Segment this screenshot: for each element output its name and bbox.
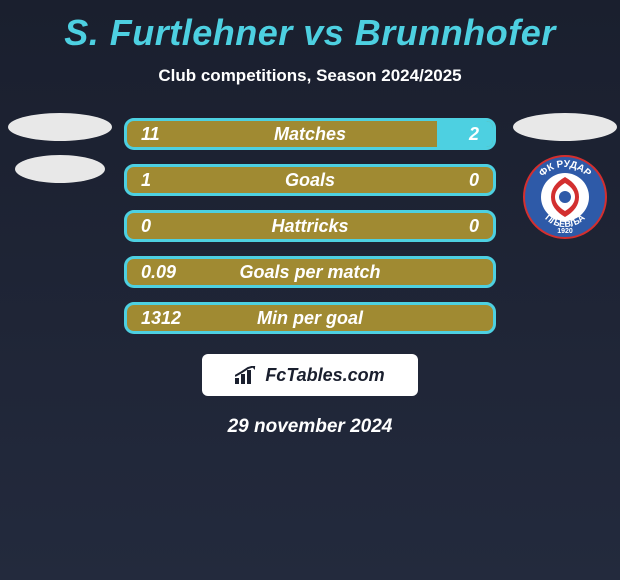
date-line: 29 november 2024 [0,416,620,438]
stat-label: Hattricks [271,216,348,237]
comparison-card: S. Furtlehner vs Brunnhofer Club competi… [0,0,620,438]
branding-text: FcTables.com [265,365,384,386]
stat-bar: 0 Hattricks 0 [124,210,496,242]
stat-bar-inner: 0 Hattricks 0 [127,213,493,239]
player-right-avatar-placeholder [513,113,617,141]
stat-bar-inner: 1 Goals 0 [127,167,493,193]
stat-left-value: 0 [141,216,191,237]
stat-label: Matches [274,124,346,145]
stats-section: ФК РУДАР ПЉЕВЉА 1920 11 Matches 2 1 Goals 0 0 H… [0,118,620,334]
player-right-column: ФК РУДАР ПЉЕВЉА 1920 [510,113,620,239]
player-left-column [5,113,115,183]
stat-bar-inner: 11 Matches 2 [127,121,493,147]
svg-text:1920: 1920 [557,228,573,235]
branding-badge: FcTables.com [202,354,418,396]
stat-label: Goals per match [239,262,380,283]
stat-bar: 1 Goals 0 [124,164,496,196]
stat-left-value: 0.09 [141,262,191,283]
stat-left-value: 1312 [141,308,191,329]
stat-bar: 11 Matches 2 [124,118,496,150]
club-left-badge-placeholder [15,155,105,183]
player-left-avatar-placeholder [8,113,112,141]
subtitle: Club competitions, Season 2024/2025 [0,66,620,86]
page-title: S. Furtlehner vs Brunnhofer [0,12,620,54]
club-badge-icon: ФК РУДАР ПЉЕВЉА 1920 [523,155,607,239]
club-right-badge: ФК РУДАР ПЉЕВЉА 1920 [523,155,607,239]
chart-icon [235,366,257,384]
stat-bar-inner: 0.09 Goals per match [127,259,493,285]
stat-right-value: 0 [429,216,479,237]
stat-bars: 11 Matches 2 1 Goals 0 0 Hattricks 0 0.09 Goals pe… [124,118,496,334]
stat-right-value: 0 [429,170,479,191]
stat-label: Goals [285,170,335,191]
stat-right-value: 2 [429,124,479,145]
stat-left-value: 11 [141,124,191,145]
stat-bar-inner: 1312 Min per goal [127,305,493,331]
stat-bar: 0.09 Goals per match [124,256,496,288]
stat-left-value: 1 [141,170,191,191]
stat-label: Min per goal [257,308,363,329]
stat-bar: 1312 Min per goal [124,302,496,334]
